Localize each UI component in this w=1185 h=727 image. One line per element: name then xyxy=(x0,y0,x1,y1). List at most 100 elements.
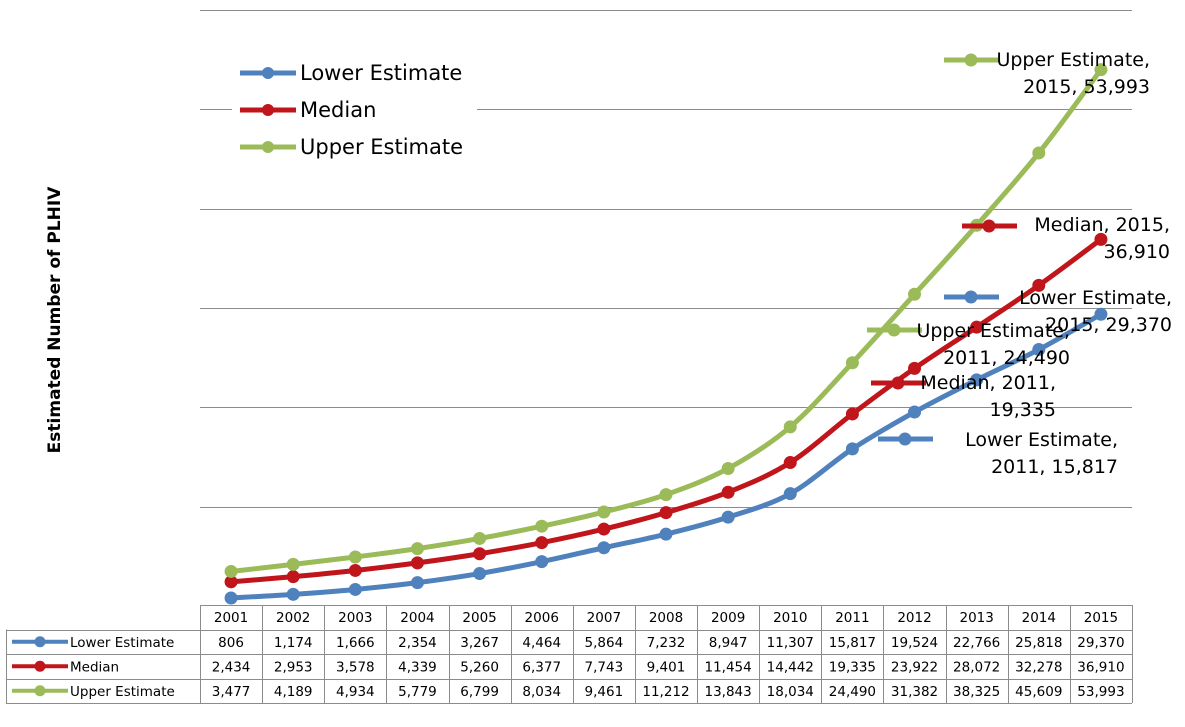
table-cell-upper-estimate-2007: 9,461 xyxy=(585,684,624,700)
table-cell-median-2013: 28,072 xyxy=(953,659,1000,675)
series-line-median xyxy=(228,236,1104,585)
table-cell-upper-estimate-2014: 45,609 xyxy=(1015,684,1062,700)
table-cell-median-2015: 36,910 xyxy=(1077,659,1124,675)
table-cell-median-2010: 14,442 xyxy=(767,659,814,675)
table-header-2001: 2001 xyxy=(214,610,248,626)
data-point-upper-estimate-2011 xyxy=(845,356,859,370)
data-label-median-2015-key-marker xyxy=(982,219,996,233)
data-label-lower-estimate-2015-line-2: 2015, 29,370 xyxy=(1045,314,1172,336)
series-line-lower-estimate xyxy=(228,311,1104,601)
data-point-lower-estimate-2011 xyxy=(845,442,859,456)
data-label-median-2011-line-2: 19,335 xyxy=(990,399,1056,421)
data-point-upper-estimate-2006 xyxy=(535,519,549,533)
table-cell-lower-estimate-2013: 22,766 xyxy=(953,635,1000,651)
table-header-2009: 2009 xyxy=(711,610,745,626)
data-point-upper-estimate-2001 xyxy=(224,564,238,578)
data-point-lower-estimate-2012 xyxy=(908,405,922,419)
table-cell-lower-estimate-2010: 11,307 xyxy=(767,635,814,651)
table-header-2005: 2005 xyxy=(462,610,496,626)
data-label-upper-estimate-2011-line-1: Upper Estimate, xyxy=(916,320,1070,342)
data-point-lower-estimate-2015 xyxy=(1094,307,1108,321)
table-cell-median-2004: 4,339 xyxy=(398,659,437,675)
table-cell-upper-estimate-2003: 4,934 xyxy=(336,684,375,700)
data-point-upper-estimate-2002 xyxy=(286,557,300,571)
data-point-upper-estimate-2010 xyxy=(783,420,797,434)
data-point-median-2006 xyxy=(535,536,549,550)
table-header-2014: 2014 xyxy=(1022,610,1056,626)
data-label-median-2015-line-2: 36,910 xyxy=(1104,241,1170,263)
table-row-label-lower-estimate: Lower Estimate xyxy=(70,635,174,651)
data-label-upper-estimate-2011-line-2: 2011, 24,490 xyxy=(943,347,1070,369)
legend-marker-median xyxy=(262,104,274,116)
table-header-2007: 2007 xyxy=(587,610,621,626)
table-cell-median-2009: 11,454 xyxy=(705,659,752,675)
data-point-median-2002 xyxy=(286,570,300,584)
data-point-lower-estimate-2010 xyxy=(783,487,797,501)
table-header-2006: 2006 xyxy=(525,610,559,626)
data-point-upper-estimate-2003 xyxy=(348,550,362,564)
data-point-median-2010 xyxy=(783,456,797,470)
table-cell-lower-estimate-2015: 29,370 xyxy=(1077,635,1124,651)
data-table: 2001 2002 2003 2004 2005 2006 2007 2008 2009 2010… xyxy=(6,605,1133,704)
table-cell-lower-estimate-2011: 15,817 xyxy=(829,635,876,651)
data-label-median-2011-line-1: Median, 2011, xyxy=(920,372,1056,394)
table-cell-upper-estimate-2015: 53,993 xyxy=(1077,684,1124,700)
data-point-lower-estimate-2004 xyxy=(410,576,424,590)
table-cell-lower-estimate-2008: 7,232 xyxy=(647,635,686,651)
table-row-label-upper-estimate: Upper Estimate xyxy=(70,684,175,700)
table-cell-upper-estimate-2005: 6,799 xyxy=(460,684,499,700)
table-header-2011: 2011 xyxy=(835,610,869,626)
data-point-upper-estimate-2007 xyxy=(597,505,611,519)
table-key-marker-median xyxy=(34,660,46,672)
data-point-upper-estimate-2009 xyxy=(721,461,735,475)
table-cell-lower-estimate-2001: 806 xyxy=(218,635,244,651)
data-point-lower-estimate-2008 xyxy=(659,527,673,541)
table-key-marker-upper-estimate xyxy=(34,685,46,697)
legend-marker-upper-estimate xyxy=(262,141,274,153)
table-cell-lower-estimate-2005: 3,267 xyxy=(460,635,499,651)
legend-marker-lower-estimate xyxy=(262,67,274,79)
data-point-lower-estimate-2006 xyxy=(535,555,549,569)
table-cell-median-2005: 5,260 xyxy=(460,659,499,675)
data-label-upper-estimate-2015-key-marker xyxy=(964,53,978,67)
table-cell-lower-estimate-2003: 1,666 xyxy=(336,635,375,651)
legend: Lower Estimate Median Upper Estimate xyxy=(232,55,477,175)
data-label-lower-estimate-2011-key-marker xyxy=(898,432,912,446)
data-point-lower-estimate-2013 xyxy=(970,373,984,387)
data-point-median-2004 xyxy=(410,556,424,570)
data-labels: Upper Estimate, 2015, 53,993 Median, 2015,… xyxy=(867,49,1172,478)
data-point-median-2012 xyxy=(908,361,922,375)
data-point-upper-estimate-2012 xyxy=(908,287,922,301)
data-point-lower-estimate-2005 xyxy=(473,567,487,581)
table-cell-lower-estimate-2002: 1,174 xyxy=(274,635,313,651)
data-label-lower-estimate-2011-line-1: Lower Estimate, xyxy=(965,429,1118,451)
table-row-label-median: Median xyxy=(70,659,119,675)
table-cell-lower-estimate-2007: 5,864 xyxy=(585,635,624,651)
data-point-lower-estimate-2014 xyxy=(1032,343,1046,357)
data-point-upper-estimate-2004 xyxy=(410,542,424,556)
table-cell-upper-estimate-2011: 24,490 xyxy=(829,684,876,700)
table-cell-upper-estimate-2013: 38,325 xyxy=(953,684,1000,700)
table-cell-lower-estimate-2014: 25,818 xyxy=(1015,635,1062,651)
table-cell-median-2008: 9,401 xyxy=(647,659,686,675)
table-cell-median-2012: 23,922 xyxy=(891,659,938,675)
table-cell-upper-estimate-2001: 3,477 xyxy=(212,684,251,700)
table-header-2013: 2013 xyxy=(959,610,993,626)
data-point-lower-estimate-2001 xyxy=(224,591,238,605)
table-cell-upper-estimate-2008: 11,212 xyxy=(642,684,689,700)
data-point-median-2009 xyxy=(721,485,735,499)
table-cell-upper-estimate-2004: 5,779 xyxy=(398,684,437,700)
data-point-median-2005 xyxy=(473,547,487,561)
table-header-2003: 2003 xyxy=(338,610,372,626)
table-header-2004: 2004 xyxy=(400,610,434,626)
data-label-upper-estimate-2011-key-marker xyxy=(887,323,901,337)
table-header-2008: 2008 xyxy=(649,610,683,626)
table-cell-median-2001: 2,434 xyxy=(212,659,251,675)
table-cell-upper-estimate-2006: 8,034 xyxy=(522,684,561,700)
table-cell-lower-estimate-2006: 4,464 xyxy=(522,635,561,651)
data-point-lower-estimate-2002 xyxy=(286,587,300,601)
data-label-lower-estimate-2015-key-marker xyxy=(964,290,978,304)
data-label-lower-estimate-2015-line-1: Lower Estimate, xyxy=(1019,287,1172,309)
data-point-median-2013 xyxy=(970,320,984,334)
